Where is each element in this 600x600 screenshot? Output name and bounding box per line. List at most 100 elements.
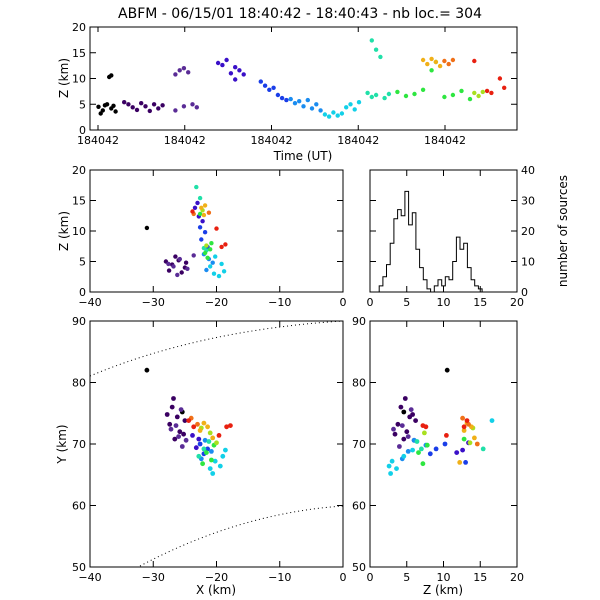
z-y-point-1-0	[398, 404, 404, 410]
x-z-point-8-4	[209, 241, 214, 246]
x-y-point-6-5	[223, 447, 228, 453]
x-z-point-6-4	[219, 261, 224, 267]
z-histogram-ylabel: number of sources	[556, 175, 570, 287]
time-height-point-12-0	[472, 58, 477, 64]
time-height-point-2-3	[186, 70, 191, 75]
time-height-point-1-2	[134, 107, 140, 113]
z-y-points	[386, 367, 495, 476]
x-y-point-12-4	[216, 433, 222, 438]
time-height-point-7-6	[382, 95, 387, 101]
x-y-xtick-label-4: 0	[340, 571, 347, 584]
x-z-point-6-3	[221, 269, 227, 274]
time-height-ylabel: Z (km)	[57, 58, 71, 98]
time-height-point-1-6	[151, 102, 157, 107]
x-z-point-2-0	[171, 264, 176, 269]
x-y-range-ring-upper	[89, 320, 344, 377]
x-y-point-12-1	[191, 424, 197, 430]
z-y-ytick-label-3: 80	[352, 377, 366, 390]
time-height-point-5-5	[309, 106, 315, 111]
z-y-point-1-6	[392, 431, 398, 437]
x-y-point-1-3	[177, 429, 183, 435]
z-histogram-xtick-label-3: 15	[473, 296, 487, 309]
x-y-point-2-3	[183, 437, 189, 443]
x-z-ytick-label-0: 0	[79, 286, 86, 299]
time-height-point-5-6	[314, 102, 319, 107]
x-z-point-7-1	[197, 195, 203, 201]
time-height-point-1-4	[143, 104, 148, 109]
z-histogram-xtick-label-0: 0	[367, 296, 374, 309]
time-height-point-1-1	[130, 105, 135, 110]
z-y-ticks: 0 5 10 15 20 50 60 70 80 90	[352, 315, 524, 584]
x-y-point-6-2	[207, 466, 213, 471]
x-y-ytick-label-4: 90	[72, 315, 86, 328]
z-y-point-9-0	[422, 430, 427, 436]
x-z-point-4-2	[199, 237, 204, 242]
x-y-point-3-0	[190, 433, 195, 438]
time-height-point-5-4	[305, 97, 310, 103]
x-z-point-2-4	[166, 261, 171, 267]
time-height-point-3-2	[224, 57, 229, 63]
time-height-point-8-8	[459, 88, 464, 94]
x-y-point-1-1	[174, 414, 180, 420]
time-height-point-0-4	[113, 109, 118, 114]
x-z-ytick-label-3: 15	[72, 195, 86, 208]
time-height-point-0-0	[96, 104, 101, 110]
z-y-point-6-2	[394, 466, 399, 471]
z-y-point-5-1	[405, 449, 411, 454]
time-height-point-9-2	[480, 89, 485, 95]
z-y-point-4-2	[427, 451, 433, 457]
time-height-point-11-1	[446, 61, 451, 67]
x-z-xtick-label-3: −10	[268, 296, 291, 309]
x-z-point-12-2	[219, 244, 224, 250]
time-height-point-11-0	[442, 58, 447, 64]
z-y-point-2-4	[397, 444, 402, 449]
z-y-point-10-0	[461, 428, 467, 433]
time-height-point-6-4	[339, 111, 345, 116]
z-y-point-11-1	[466, 421, 471, 427]
time-height-point-5-2	[297, 99, 302, 104]
x-y-xlabel: X (km)	[196, 583, 236, 597]
x-z-point-1-4	[173, 254, 178, 259]
time-height-point-10-0	[420, 57, 426, 63]
time-height-xtick-label-0: 184042	[77, 134, 119, 147]
time-height-point-3-3	[228, 71, 234, 76]
time-height-point-4-3	[271, 85, 276, 91]
x-y-xtick-label-1: −30	[142, 571, 165, 584]
x-y-point-2-0	[173, 423, 179, 428]
z-y-point-6-0	[389, 458, 395, 464]
z-y-point-9-1	[467, 440, 473, 446]
time-height-point-8-4	[429, 68, 434, 73]
x-z-ylabel: Z (km)	[57, 211, 71, 251]
x-y-point-12-2	[224, 424, 230, 430]
x-z-point-4-1	[202, 230, 208, 235]
x-y-point-7-0	[201, 446, 207, 452]
x-y-points	[144, 367, 233, 476]
x-z-point-3-2	[200, 219, 205, 224]
x-z-point-6-1	[216, 273, 222, 279]
z-histogram-xtick-label-2: 10	[437, 296, 451, 309]
x-y-xtick-label-0: −40	[78, 571, 101, 584]
x-z-point-12-3	[214, 226, 219, 231]
time-height-point-6-8	[356, 100, 362, 105]
z-y-point-11-0	[460, 415, 465, 421]
time-height-xtick-label-2: 184042	[251, 134, 293, 147]
time-height-point-8-7	[450, 92, 456, 98]
x-y-point-5-1	[209, 449, 214, 454]
z-histogram-ytick-label-1: 10	[521, 256, 535, 269]
z-histogram-xtick-label-4: 20	[510, 296, 524, 309]
panel-x-z: −40 −30 −20 −10 0 0 5 10 15 20 Z (km)	[57, 164, 347, 309]
x-z-xtick-label-4: 0	[340, 296, 347, 309]
z-y-point-10-4	[457, 460, 463, 465]
x-y-point-12-0	[186, 418, 192, 423]
x-y-point-10-0	[197, 428, 203, 433]
time-height-point-4-0	[258, 79, 263, 84]
time-height-point-6-3	[335, 113, 340, 118]
z-y-point-4-1	[433, 446, 439, 452]
x-z-point-1-5	[179, 270, 184, 275]
x-y-point-10-2	[210, 435, 216, 441]
time-height-point-1-7	[156, 106, 161, 111]
x-y-point-9-0	[207, 430, 213, 436]
time-height-point-7-2	[378, 54, 383, 60]
time-height-point-1-8	[160, 103, 165, 108]
time-height-point-3-6	[241, 72, 246, 77]
